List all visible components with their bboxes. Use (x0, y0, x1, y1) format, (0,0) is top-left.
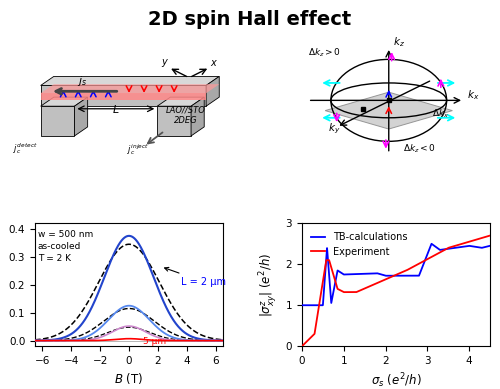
Text: $\Delta k_x$: $\Delta k_x$ (432, 108, 450, 120)
Text: $k_y$: $k_y$ (328, 121, 340, 136)
Polygon shape (40, 106, 74, 136)
Legend: TB-calculations, Experiment: TB-calculations, Experiment (307, 228, 412, 261)
Line: Experiment: Experiment (302, 236, 490, 346)
TB-calculations (482, 245, 488, 249)
Text: L = 2 μm: L = 2 μm (164, 267, 226, 287)
TB-calculations (482, 245, 488, 249)
Polygon shape (40, 84, 220, 93)
Polygon shape (191, 97, 204, 136)
Polygon shape (40, 86, 206, 106)
Text: $y$: $y$ (160, 57, 169, 69)
Experiment (447, 245, 453, 250)
Experiment (299, 344, 305, 349)
TB-calculations (390, 273, 396, 278)
Polygon shape (325, 92, 452, 129)
Text: $\Delta k_z < 0$: $\Delta k_z < 0$ (403, 143, 436, 155)
TB-calculations (487, 244, 493, 248)
Polygon shape (206, 76, 220, 106)
Text: w = 500 nm
as-cooled
T = 2 K: w = 500 nm as-cooled T = 2 K (38, 230, 93, 263)
Y-axis label: $R_{NL}$ ($\Omega$): $R_{NL}$ ($\Omega$) (0, 264, 3, 306)
Text: $k_z$: $k_z$ (393, 35, 405, 49)
Experiment (308, 335, 314, 339)
Polygon shape (157, 97, 204, 106)
TB-calculations (428, 242, 434, 246)
Text: $L$: $L$ (112, 103, 120, 115)
Polygon shape (40, 93, 206, 100)
Experiment (482, 235, 488, 240)
Polygon shape (74, 97, 88, 136)
Text: $j_c^{detect}$: $j_c^{detect}$ (13, 141, 38, 156)
Text: $j_c^{inject}$: $j_c^{inject}$ (128, 142, 150, 157)
Text: LAO//STO
2DEG: LAO//STO 2DEG (166, 105, 205, 125)
Experiment (482, 235, 488, 240)
Polygon shape (40, 76, 220, 86)
TB-calculations (308, 303, 314, 308)
Experiment (487, 233, 493, 238)
Text: $\Delta k_z > 0$: $\Delta k_z > 0$ (308, 46, 341, 59)
Experiment (386, 276, 392, 280)
Polygon shape (157, 106, 191, 136)
Line: TB-calculations: TB-calculations (302, 244, 490, 305)
Polygon shape (40, 97, 88, 106)
X-axis label: $\sigma_s$ ($e^2/h$): $\sigma_s$ ($e^2/h$) (370, 371, 422, 389)
Experiment (390, 274, 396, 279)
Y-axis label: $|\sigma^z_{xy}|$ ($e^2/h$): $|\sigma^z_{xy}|$ ($e^2/h$) (258, 253, 280, 317)
Text: $x$: $x$ (210, 58, 218, 68)
X-axis label: $B$ (T): $B$ (T) (114, 371, 144, 387)
Text: 2D spin Hall effect: 2D spin Hall effect (148, 10, 352, 29)
TB-calculations (299, 303, 305, 308)
Text: $k_x$: $k_x$ (467, 88, 479, 102)
Text: $j_s$: $j_s$ (77, 74, 87, 88)
TB-calculations (386, 273, 392, 278)
Text: 5 μm: 5 μm (144, 337, 167, 346)
TB-calculations (447, 246, 453, 251)
